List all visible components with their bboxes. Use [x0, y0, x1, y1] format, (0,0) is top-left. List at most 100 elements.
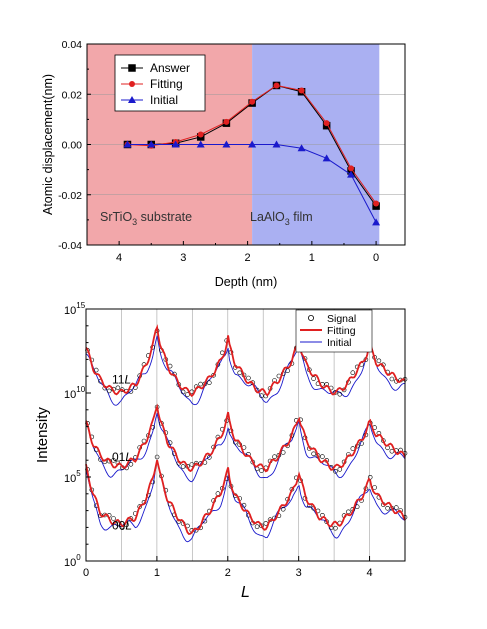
rod-label: 00L: [112, 519, 132, 533]
rod-01l: [85, 403, 408, 483]
y-tick-label: 0.04: [62, 39, 83, 51]
data-point: [222, 140, 231, 148]
legend-label: Fitting: [150, 77, 183, 91]
data-point: [196, 140, 205, 148]
data-point: [272, 140, 281, 148]
data-point: [248, 140, 257, 148]
signal-point: [385, 505, 390, 511]
x-tick-label: 4: [366, 567, 372, 579]
signal-point: [337, 467, 343, 472]
x-tick-label: 2: [225, 567, 231, 579]
signal-point: [333, 390, 338, 395]
y-tick-label: 100: [64, 553, 81, 569]
y-tick-exponent: 10: [76, 385, 85, 394]
signal-point: [346, 509, 351, 515]
signal-point: [280, 450, 286, 455]
y-tick-label: 1015: [64, 301, 86, 317]
y-tick-label: -0.04: [58, 240, 82, 252]
x-tick-label: 3: [296, 567, 302, 579]
signal-point: [311, 451, 316, 457]
plot-frame: [85, 308, 406, 562]
signal-point: [376, 358, 382, 364]
data-point: [323, 120, 330, 127]
legend-label: Initial: [150, 93, 178, 107]
region-label-subscript: 3: [132, 217, 137, 227]
signal-point: [259, 523, 264, 529]
fitting-curve: [85, 324, 406, 398]
legend-marker: [129, 81, 135, 87]
x-tick-label: 4: [116, 252, 122, 264]
film-label: LaAlO3 film: [250, 210, 313, 227]
data-point: [273, 82, 280, 89]
signal-point: [320, 454, 325, 459]
fitting-curve: [85, 403, 406, 473]
y-axis-title: Atomic displacement(nm): [41, 74, 55, 215]
signal-point: [193, 460, 199, 466]
signal-point: [246, 375, 251, 381]
y-tick-base: 10: [64, 473, 76, 485]
legend-marker: [128, 64, 136, 72]
data-point: [223, 118, 230, 125]
signal-point: [337, 391, 343, 397]
signal-point: [115, 385, 121, 391]
data-point: [171, 140, 180, 148]
signal-point: [311, 376, 316, 381]
y-tick-exponent: 5: [76, 469, 81, 478]
signal-point: [93, 367, 99, 373]
legend-marker: [307, 314, 314, 321]
x-tick-label: 1: [309, 252, 315, 264]
legend-label: Initial: [327, 337, 352, 349]
initial-curve: [85, 412, 406, 483]
signal-point: [180, 389, 186, 395]
rod-00l: [85, 454, 408, 543]
x-axis-title: L: [241, 584, 250, 601]
series-initial: [123, 140, 381, 226]
signal-point: [280, 506, 286, 512]
signal-point: [154, 454, 160, 460]
signal-point: [237, 370, 242, 376]
signal-point: [207, 455, 212, 460]
legend-label: Signal: [327, 313, 356, 325]
signal-point: [111, 458, 116, 463]
x-tick-label: 0: [373, 252, 379, 264]
signal-point: [350, 370, 356, 376]
data-point: [197, 131, 204, 138]
data-point: [372, 218, 381, 226]
y-tick-exponent: 15: [76, 301, 85, 310]
rod-label-variable: L: [125, 519, 132, 533]
y-tick-exponent: 0: [76, 553, 81, 562]
rod-label: 11L: [112, 373, 131, 387]
signal-point: [359, 441, 364, 446]
y-tick-label: 0.00: [62, 140, 83, 152]
y-tick-label: 0.02: [62, 89, 83, 101]
rod-label: 01L: [112, 450, 132, 464]
signal-point: [111, 516, 116, 521]
region-label-text: LaAlO: [250, 210, 285, 224]
x-axis-title: Depth (nm): [215, 275, 278, 289]
rod-label-variable: L: [125, 450, 132, 464]
y-tick-base: 10: [64, 305, 76, 317]
signal-point: [333, 525, 338, 531]
signal-point: [180, 464, 186, 469]
fitting-curve: [85, 459, 406, 535]
data-point: [147, 140, 156, 148]
y-tick-base: 10: [64, 389, 76, 401]
data-point: [249, 98, 256, 105]
x-tick-label: 3: [180, 252, 186, 264]
rod-label-variable: L: [124, 373, 131, 387]
rod-11l: [85, 324, 408, 406]
signal-point: [393, 505, 399, 510]
y-tick-label: 1010: [64, 385, 86, 401]
signal-point: [198, 381, 203, 387]
rod-label-index: 00: [112, 519, 126, 533]
signal-point: [106, 388, 112, 394]
x-tick-label: 0: [83, 567, 89, 579]
substrate-label: SrTiO3 substrate: [100, 210, 192, 227]
signal-point: [128, 461, 134, 467]
region-label-subscript: 3: [285, 217, 290, 227]
rod-label-index: 01: [112, 450, 126, 464]
signal-point: [389, 376, 395, 382]
atomic-displacement-chart: 4 3 2 1 0 -0.04 -0.02 0.00 0.02 0.04 Depth (nm) Ato…: [41, 39, 406, 289]
y-tick-base: 10: [64, 557, 76, 569]
